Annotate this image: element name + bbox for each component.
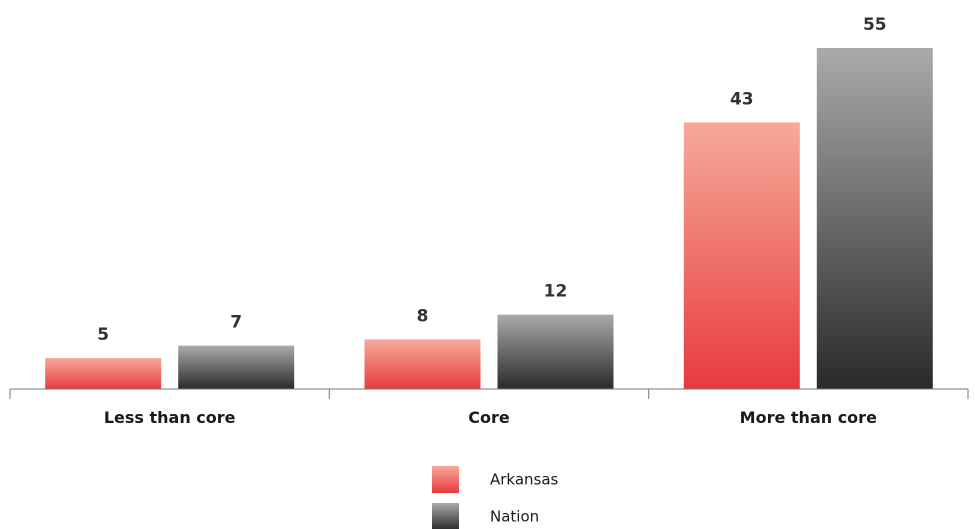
data-label-nation-more-than-core: 55 bbox=[863, 15, 887, 35]
bar-nation-core bbox=[497, 314, 614, 389]
bar-nation-less-than-core bbox=[178, 345, 295, 389]
legend-swatch-arkansas bbox=[432, 466, 459, 493]
legend-swatch-nation bbox=[432, 503, 459, 529]
data-label-nation-less-than-core: 7 bbox=[230, 313, 242, 333]
bars-layer: 5 7 8 12 43 55 bbox=[45, 15, 933, 390]
data-label-arkansas-less-than-core: 5 bbox=[97, 325, 109, 345]
data-label-arkansas-more-than-core: 43 bbox=[730, 89, 754, 109]
legend-label-arkansas: Arkansas bbox=[490, 471, 559, 489]
bar-nation-more-than-core bbox=[816, 48, 933, 389]
bar-arkansas-less-than-core bbox=[45, 358, 162, 389]
bar-arkansas-more-than-core bbox=[683, 122, 800, 390]
data-label-arkansas-core: 8 bbox=[417, 306, 429, 326]
x-tick-label-core: Core bbox=[468, 408, 510, 427]
x-tick-label-more-than-core: More than core bbox=[740, 408, 877, 427]
x-tick-label-less-than-core: Less than core bbox=[104, 408, 236, 427]
x-axis: Less than core Core More than core bbox=[9, 388, 969, 427]
legend: Arkansas Nation bbox=[432, 466, 559, 529]
legend-label-nation: Nation bbox=[490, 508, 539, 526]
data-label-nation-core: 12 bbox=[544, 282, 568, 302]
bar-arkansas-core bbox=[364, 339, 481, 389]
